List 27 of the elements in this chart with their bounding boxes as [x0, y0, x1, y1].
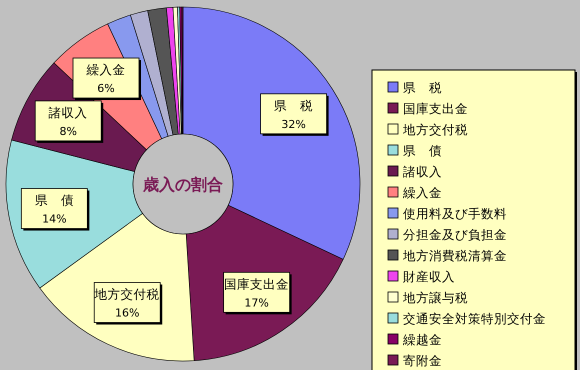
slice-label: 繰入金: [86, 62, 126, 78]
legend-label: 県 債: [403, 143, 442, 158]
slice-label: 県 債: [34, 192, 74, 208]
slice-label: 諸収入: [48, 104, 88, 120]
legend-label: 分担金及び負担金: [403, 227, 507, 242]
data-label: 17%: [244, 296, 269, 310]
legend-label: 繰越金: [402, 332, 442, 347]
legend-label: 交通安全対策特別交付金: [403, 311, 546, 326]
legend-label: 地方譲与税: [402, 290, 468, 305]
data-label: 6%: [97, 82, 115, 96]
data-label: 14%: [42, 212, 67, 226]
legend-label: 寄附金: [403, 353, 442, 368]
data-label: 8%: [59, 124, 77, 138]
legend-label: 地方交付税: [402, 122, 468, 137]
legend-label: 県 税: [403, 80, 442, 95]
legend-label: 国庫支出金: [403, 101, 468, 116]
legend-label: 諸収入: [403, 164, 442, 179]
data-label: 16%: [115, 306, 140, 320]
slice-label: 国庫支出金: [224, 276, 290, 292]
text: 歳入の割合: [142, 175, 223, 194]
legend-label: 財産収入: [403, 269, 455, 284]
slice-label: 県 税: [274, 98, 314, 113]
legend-label: 繰入金: [402, 185, 442, 200]
legend-label: 使用料及び手数料: [403, 206, 507, 221]
slice-label: 地方交付税: [94, 286, 160, 302]
data-label: 32%: [281, 118, 306, 131]
legend-label: 地方消費税清算金: [402, 248, 507, 263]
